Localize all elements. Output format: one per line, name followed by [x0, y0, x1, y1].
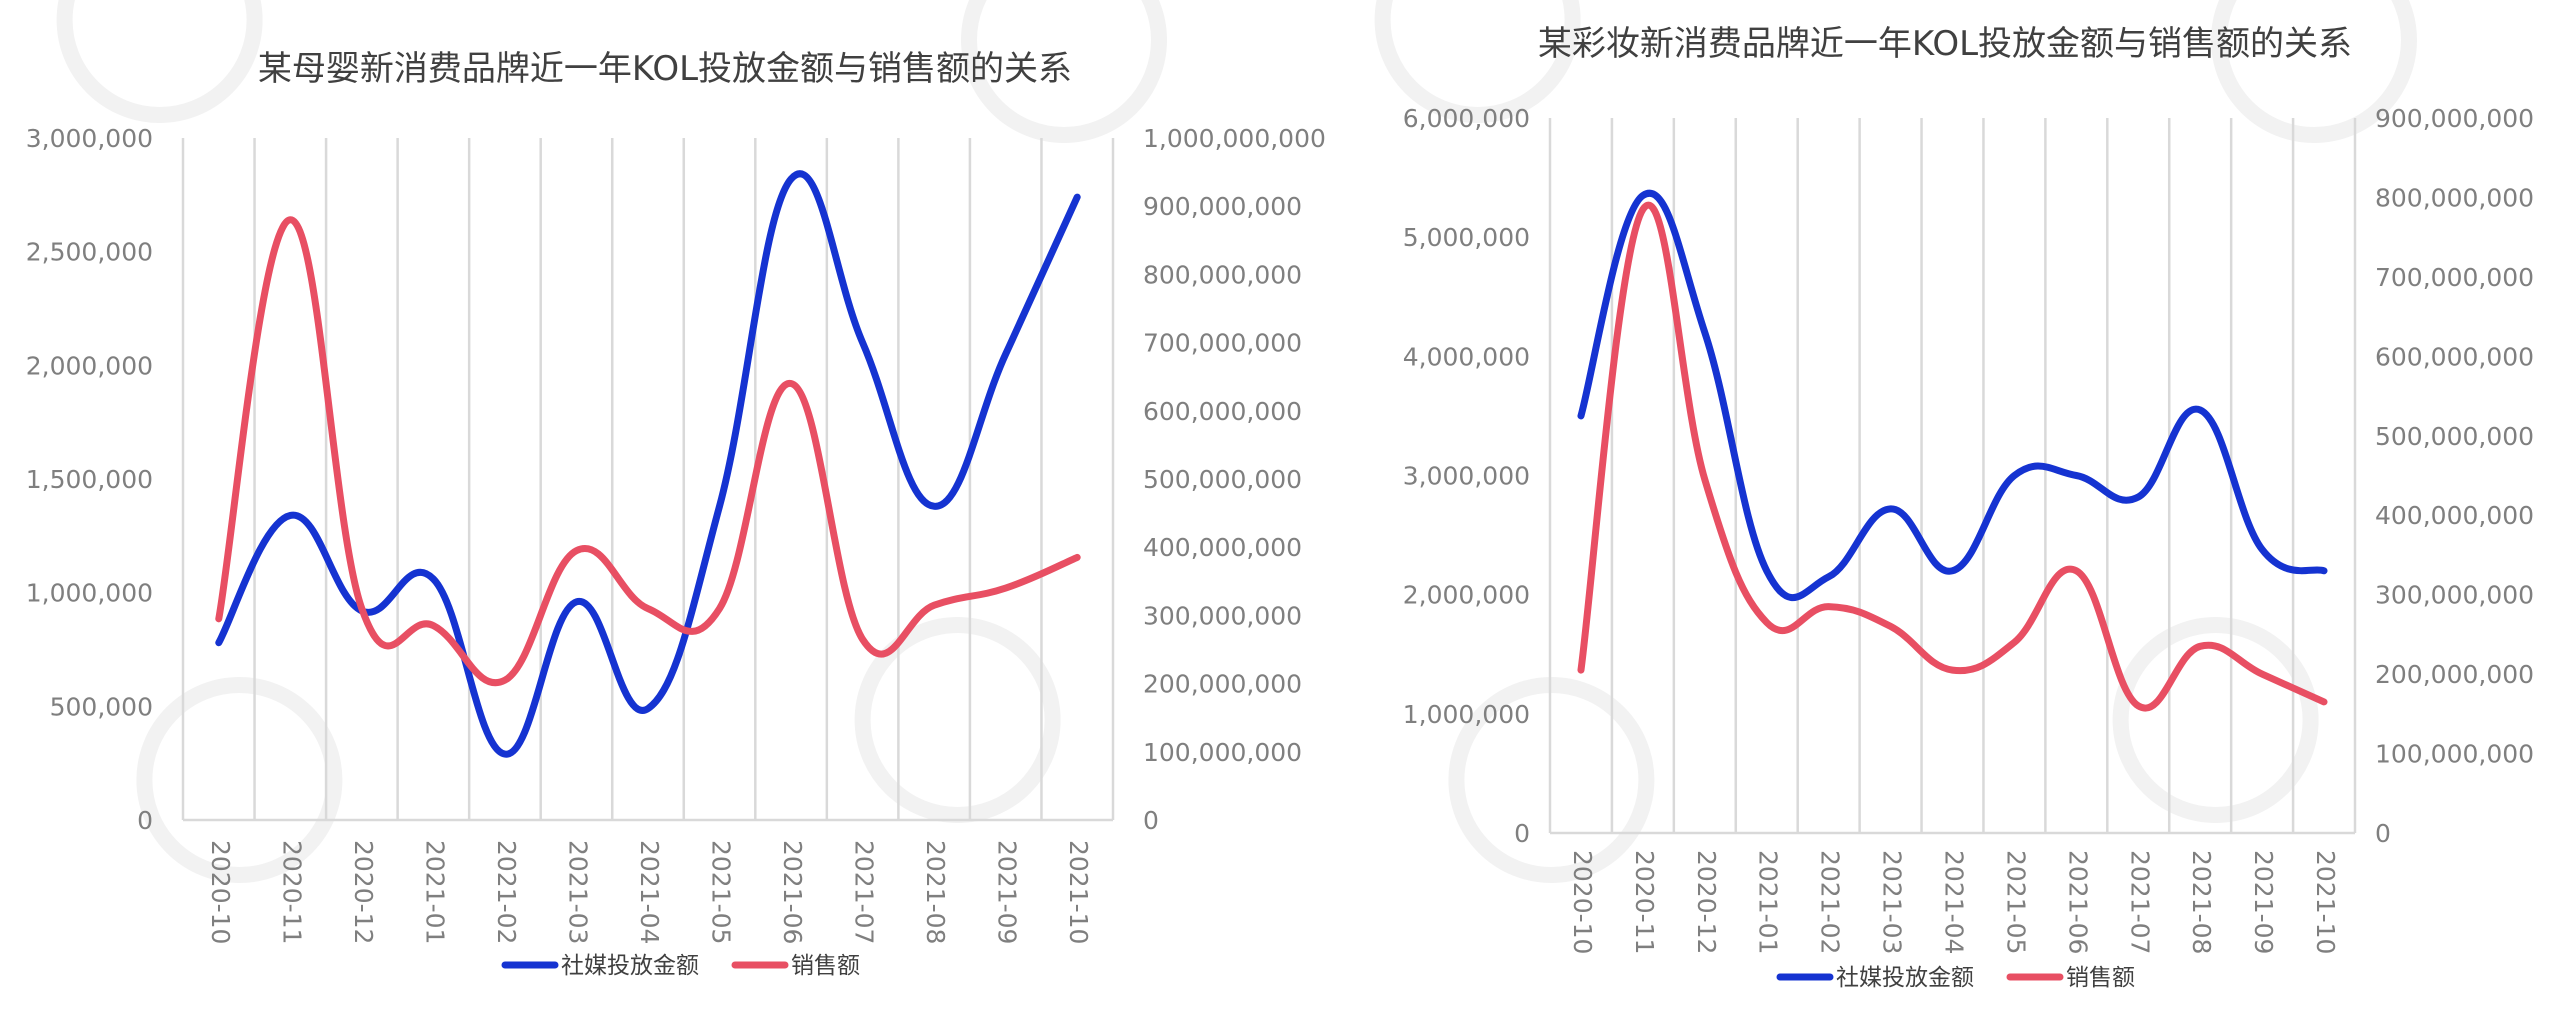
x-tick-label: 2021-01: [1754, 850, 1783, 954]
y-right-tick-label: 800,000,000: [2375, 183, 2534, 212]
x-tick-label: 2021-05: [707, 840, 736, 944]
y-left-tick-label: 2,000,000: [1403, 581, 1530, 610]
y-right-tick-label: 400,000,000: [1143, 533, 1302, 562]
y-right-tick-label: 900,000,000: [2375, 104, 2534, 133]
x-tick-label: 2021-07: [850, 840, 879, 944]
x-tick-label: 2021-03: [563, 840, 592, 944]
series-line-kol-spend: [1577, 189, 2328, 601]
legend-label: 社媒投放金额: [561, 953, 699, 979]
x-tick-label: 2021-01: [420, 840, 449, 944]
x-tick-label: 2020-10: [206, 840, 235, 944]
line-chart-svg: 某彩妆新消费品牌近一年KOL投放金额与销售额的关系 0 1,000,000 2,000…: [1374, 0, 2534, 991]
y-right-tick-label: 200,000,000: [1143, 670, 1302, 699]
y-left-tick-label: 2,500,000: [26, 238, 153, 267]
x-tick-label: 2021-10: [1064, 840, 1093, 944]
y-right-tick-label: 800,000,000: [1143, 260, 1302, 289]
y-right-tick-label: 900,000,000: [1143, 192, 1302, 221]
series-line-kol-spend: [215, 170, 1081, 758]
series-line-sales: [215, 216, 1081, 687]
y-right-tick-label: 0: [1143, 806, 1159, 835]
y-right-tick-label: 600,000,000: [1143, 397, 1302, 426]
x-tick-label: 2021-07: [2125, 850, 2154, 954]
y-right-tick-label: 700,000,000: [2375, 263, 2534, 292]
x-tick-label: 2021-05: [2001, 850, 2030, 954]
y-left-tick-label: 4,000,000: [1403, 342, 1530, 371]
x-tick-label: 2020-12: [1692, 850, 1721, 954]
x-tick-label: 2021-09: [993, 840, 1022, 944]
chart-panel-left: 某母婴新消费品牌近一年KOL投放金额与销售额的关系 0 500,000 1,000,0…: [26, 0, 1326, 979]
chart-title: 某母婴新消费品牌近一年KOL投放金额与销售额的关系: [258, 49, 1072, 89]
watermark-logo: [1374, 0, 2417, 883]
x-tick-label: 2020-12: [349, 840, 378, 944]
y-right-tick-label: 100,000,000: [1143, 738, 1302, 767]
legend-label: 销售额: [2066, 965, 2135, 991]
series-points: [1580, 195, 2325, 577]
x-tick-label: 2021-08: [921, 840, 950, 944]
y-left-tick-label: 5,000,000: [1403, 223, 1530, 252]
chart-title: 某彩妆新消费品牌近一年KOL投放金额与销售额的关系: [1538, 24, 2352, 64]
x-tick-label: 2021-03: [1878, 850, 1907, 954]
y-left-tick-label: 1,000,000: [1403, 700, 1530, 729]
series-line-sales: [1577, 202, 2328, 712]
y-right-tick-label: 500,000,000: [1143, 465, 1302, 494]
gridlines: [181, 138, 1115, 822]
y-left-tick-label: 0: [137, 806, 153, 835]
y-right-tick-label: 0: [2375, 819, 2391, 848]
legend-label: 社媒投放金额: [1836, 965, 1974, 991]
series-points: [1580, 209, 2325, 706]
y-right-tick-label: 200,000,000: [2375, 660, 2534, 689]
x-tick-label: 2021-02: [492, 840, 521, 944]
y-right-tick-label: 700,000,000: [1143, 329, 1302, 358]
y-right-tick-label: 300,000,000: [2375, 581, 2534, 610]
chart-panel-right: 某彩妆新消费品牌近一年KOL投放金额与销售额的关系 0 1,000,000 2,000…: [1330, 0, 2560, 1031]
x-tick-label: 2021-04: [635, 840, 664, 944]
y-left-tick-label: 500,000: [50, 692, 153, 721]
y-left-tick-label: 6,000,000: [1403, 104, 1530, 133]
y-right-tick-label: 400,000,000: [2375, 501, 2534, 530]
y-left-tick-label: 3,000,000: [26, 124, 153, 153]
x-tick-label: 2021-06: [2063, 850, 2092, 954]
watermark-logo: [56, 0, 1167, 883]
y-left-tick-label: 1,000,000: [26, 579, 153, 608]
x-tick-label: 2021-09: [2249, 850, 2278, 954]
y-right-tick-label: 300,000,000: [1143, 601, 1302, 630]
x-tick-label: 2020-11: [1630, 850, 1659, 954]
line-chart-svg: 某母婴新消费品牌近一年KOL投放金额与销售额的关系 0 500,000 1,000,0…: [26, 0, 1326, 979]
y-right-tick-label: 600,000,000: [2375, 342, 2534, 371]
x-tick-label: 2021-08: [2187, 850, 2216, 954]
y-right-tick-label: 1,000,000,000: [1143, 124, 1326, 153]
x-tick-label: 2020-11: [277, 840, 306, 944]
x-tick-label: 2021-04: [1940, 850, 1969, 954]
x-tick-label: 2020-10: [1568, 850, 1597, 954]
y-left-tick-label: 2,000,000: [26, 351, 153, 380]
series-points: [218, 219, 1078, 681]
x-tick-label: 2021-10: [2311, 850, 2340, 954]
x-tick-label: 2021-06: [778, 840, 807, 944]
y-left-tick-label: 3,000,000: [1403, 462, 1530, 491]
y-right-tick-label: 100,000,000: [2375, 740, 2534, 769]
y-left-tick-label: 1,500,000: [26, 465, 153, 494]
series-points: [218, 178, 1078, 755]
y-left-tick-label: 0: [1514, 819, 1530, 848]
legend-label: 销售额: [791, 953, 860, 979]
y-right-tick-label: 500,000,000: [2375, 422, 2534, 451]
x-tick-label: 2021-02: [1816, 850, 1845, 954]
